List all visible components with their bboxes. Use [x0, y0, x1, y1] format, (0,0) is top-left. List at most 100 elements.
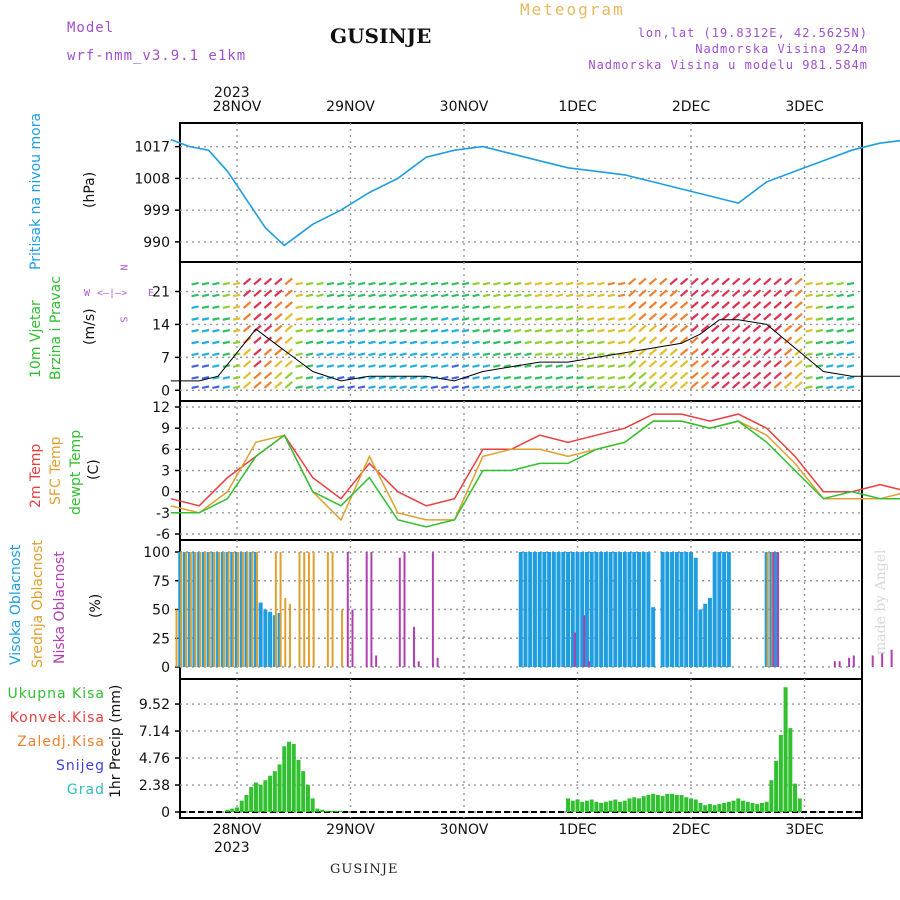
cloud-bar — [707, 598, 712, 667]
wind-barb — [378, 340, 387, 345]
wind-barb — [711, 381, 720, 389]
precip-bar — [249, 787, 254, 812]
precip-legend-item: Zaledj.Kisa — [17, 734, 105, 750]
cloud-bar — [777, 552, 780, 667]
model-label: Model — [67, 20, 115, 36]
wind-barb — [284, 289, 293, 298]
wind-barb — [201, 317, 210, 321]
wind-barb — [783, 381, 793, 389]
wind-barb — [357, 352, 366, 357]
wind-barb — [524, 305, 532, 310]
wind-barb — [472, 293, 480, 298]
wind-barb — [742, 277, 751, 286]
wind-barb — [409, 352, 418, 357]
wind-barb — [836, 305, 844, 310]
wind-barb — [368, 317, 376, 321]
wind-barb — [493, 352, 501, 357]
wind-barb — [399, 317, 407, 321]
wind-barb — [420, 293, 428, 298]
precip-bar — [272, 771, 277, 812]
cloud-bar — [665, 552, 670, 667]
wind-barb — [420, 328, 428, 333]
wind-barb — [846, 375, 855, 380]
wind-barb — [711, 324, 720, 333]
wind-barb — [389, 317, 397, 321]
wind-barb — [597, 364, 605, 368]
wind-barb — [242, 277, 252, 286]
temp-ytick-label: 0 — [161, 485, 170, 501]
wind-barb — [493, 385, 501, 390]
wind-barb — [441, 293, 449, 298]
wind-barb — [721, 381, 730, 389]
wind-barb — [836, 328, 844, 333]
cloud-bar — [189, 552, 192, 667]
wind-barb — [545, 352, 553, 357]
wind-barb — [368, 340, 376, 345]
wind-barb — [201, 375, 210, 380]
cloud-bar — [774, 552, 779, 667]
precip-bar — [324, 810, 329, 812]
wind-barb — [461, 340, 470, 345]
wind-barb — [586, 340, 595, 345]
wind-barb — [232, 352, 241, 357]
wind-barb — [669, 289, 678, 298]
wind-barb — [648, 381, 658, 389]
precip-bar — [755, 804, 760, 812]
wind-barb — [482, 293, 491, 298]
wind-barb — [430, 328, 439, 333]
wind-barb — [409, 293, 418, 298]
wind-barb — [805, 305, 813, 310]
cloud-bar — [833, 661, 836, 667]
wind-barb — [752, 324, 762, 333]
wind-ytick-label: 7 — [161, 350, 170, 366]
precip-bar — [722, 802, 727, 812]
compass-east: E — [148, 288, 155, 299]
precip-legend-item: Snijeg — [55, 758, 105, 774]
precip-legend-item: Ukupna Kisa — [7, 686, 105, 702]
wind-barb — [524, 352, 532, 357]
wind-barb — [493, 340, 501, 345]
wind-barb — [815, 317, 824, 321]
wind-barb — [836, 317, 844, 321]
wind-barb — [607, 385, 615, 390]
cloud-bar — [627, 552, 632, 667]
wind-barb — [648, 336, 658, 345]
wind-barb — [263, 371, 273, 380]
wind-barb — [752, 348, 762, 356]
wind-barb — [659, 359, 668, 368]
wind-barb — [679, 301, 689, 309]
wind-barb — [638, 277, 647, 286]
wind-barb — [242, 312, 252, 321]
wind-barb — [794, 359, 803, 368]
wind-barb — [721, 336, 730, 345]
wind-barb — [222, 293, 231, 298]
wind-barb — [669, 371, 678, 380]
wind-barb — [576, 375, 584, 380]
wind-barb — [337, 293, 345, 298]
wind-barb — [597, 293, 605, 298]
wind-barb — [742, 381, 751, 389]
wind-barb — [191, 340, 199, 345]
wind-barb — [253, 289, 262, 298]
wind-barb — [659, 312, 668, 321]
wind-barb — [638, 348, 647, 356]
wind-barb — [503, 305, 511, 310]
wind-barb — [305, 293, 314, 298]
wind-barb — [441, 364, 449, 368]
precip-bar — [689, 798, 693, 812]
wind-barb — [316, 305, 324, 310]
temp-ytick-label: 3 — [161, 464, 170, 480]
wind-barb — [846, 352, 855, 357]
wind-barb — [545, 305, 553, 310]
wind-barb — [783, 301, 793, 309]
wind-barb — [826, 364, 834, 368]
top-date-label: 3DEC — [785, 99, 824, 115]
wind-barb — [669, 359, 678, 368]
wind-barb — [617, 340, 626, 345]
cloud-bar — [589, 552, 594, 667]
wind-barb — [711, 359, 720, 368]
wind-barb — [783, 312, 793, 321]
cloud-bar — [693, 557, 698, 667]
wind-barb — [815, 293, 824, 298]
cloud-bar — [307, 552, 310, 667]
